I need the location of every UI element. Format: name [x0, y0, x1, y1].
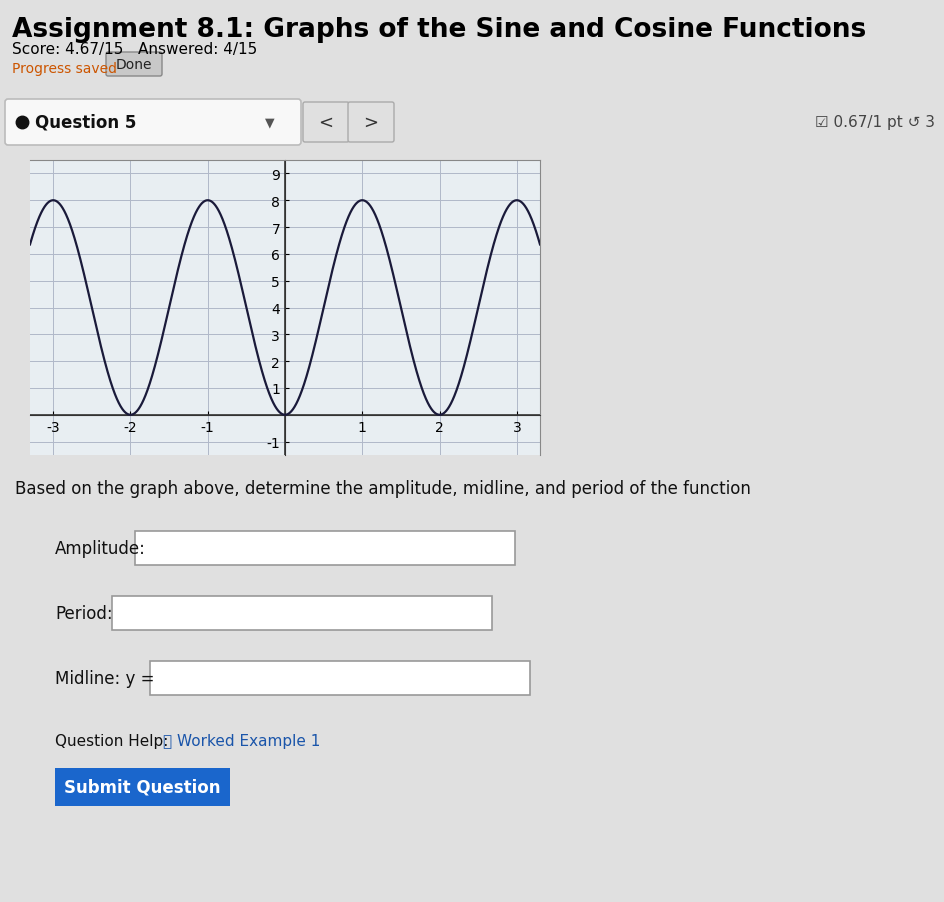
Text: Assignment 8.1: Graphs of the Sine and Cosine Functions: Assignment 8.1: Graphs of the Sine and C…: [12, 17, 866, 43]
Text: >: >: [363, 114, 379, 132]
Text: ▼: ▼: [265, 116, 275, 129]
Text: Progress saved: Progress saved: [12, 62, 117, 76]
FancyBboxPatch shape: [106, 53, 161, 77]
Text: Midline: y =: Midline: y =: [55, 669, 154, 687]
Text: <: <: [318, 114, 333, 132]
Text: Question Help:: Question Help:: [55, 733, 168, 749]
FancyBboxPatch shape: [303, 103, 348, 143]
FancyBboxPatch shape: [5, 100, 301, 146]
Text: Submit Question: Submit Question: [64, 778, 221, 796]
Text: Done: Done: [115, 58, 152, 72]
Text: ☑ 0.67/1 pt ↺ 3: ☑ 0.67/1 pt ↺ 3: [814, 115, 934, 131]
Text: Period:: Period:: [55, 604, 112, 622]
FancyBboxPatch shape: [135, 531, 514, 566]
FancyBboxPatch shape: [112, 596, 492, 630]
FancyBboxPatch shape: [150, 661, 530, 695]
FancyBboxPatch shape: [46, 767, 239, 808]
Text: Amplitude:: Amplitude:: [55, 539, 145, 557]
FancyBboxPatch shape: [347, 103, 394, 143]
Text: Score: 4.67/15   Answered: 4/15: Score: 4.67/15 Answered: 4/15: [12, 42, 257, 57]
Text: 📄 Worked Example 1: 📄 Worked Example 1: [162, 733, 320, 749]
Text: Based on the graph above, determine the amplitude, midline, and period of the fu: Based on the graph above, determine the …: [15, 480, 750, 497]
Text: Question 5: Question 5: [35, 114, 136, 132]
